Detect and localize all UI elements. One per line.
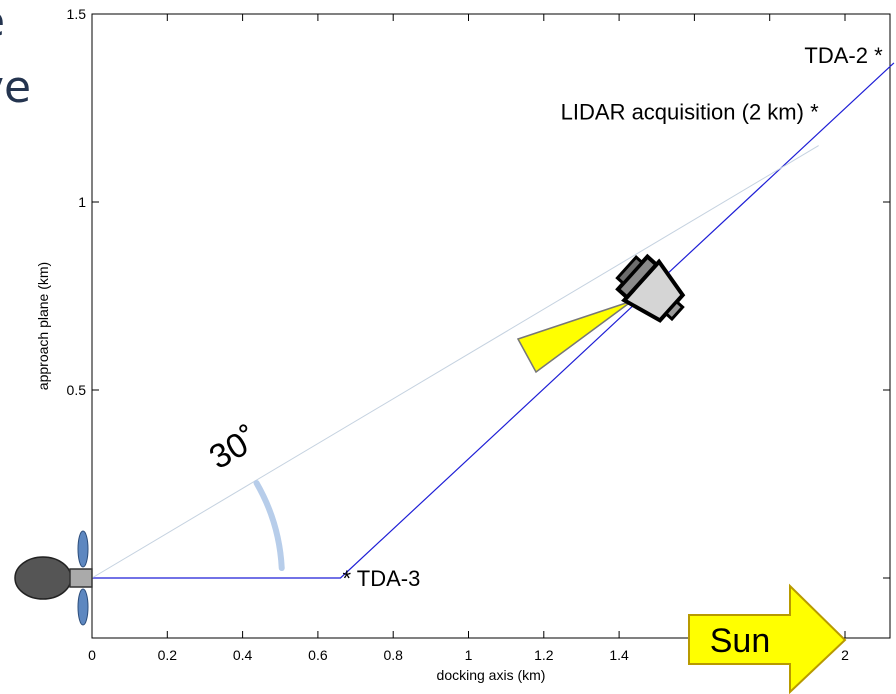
background-slide-text-2: ve — [0, 62, 32, 113]
x-tick-label: 1 — [465, 647, 473, 663]
y-tick-label: 1.5 — [67, 6, 87, 22]
x-tick-label: 0.4 — [233, 647, 253, 663]
x-tick-label: 2 — [841, 647, 849, 663]
plot-area — [91, 13, 891, 639]
x-tick-label: 0.2 — [158, 647, 178, 663]
sun-label: Sun — [710, 622, 771, 660]
cone-line-line — [91, 145, 819, 579]
x-axis-label: docking axis (km) — [437, 667, 546, 683]
angle-arc — [253, 480, 285, 572]
sun-arrow — [688, 583, 847, 694]
x-tick-label: 1.4 — [609, 647, 629, 663]
y-tick-label: 0.5 — [67, 382, 87, 398]
x-tick-label: 0.6 — [308, 647, 328, 663]
marker-label: * TDA-3 — [342, 566, 420, 591]
y-axis-label: approach plane (km) — [35, 262, 51, 390]
background-slide-text-1: e — [0, 0, 5, 44]
x-tick-label: 1.2 — [534, 647, 554, 663]
capsule-icon — [615, 253, 686, 323]
trajectory-line — [92, 62, 895, 579]
station-icon — [14, 530, 93, 626]
x-tick-label: 0 — [88, 647, 96, 663]
marker-label: LIDAR acquisition (2 km) * — [561, 99, 819, 124]
y-tick-label: 1 — [78, 194, 86, 210]
x-tick-label: 0.8 — [383, 647, 403, 663]
marker-label: TDA-2 * — [804, 43, 883, 68]
lidar-cone — [516, 300, 633, 374]
